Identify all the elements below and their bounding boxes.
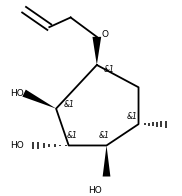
Text: HO: HO xyxy=(88,186,102,195)
Text: &1: &1 xyxy=(99,131,110,140)
Text: &1: &1 xyxy=(104,65,115,74)
Text: HO: HO xyxy=(11,89,24,98)
Polygon shape xyxy=(92,37,101,65)
Polygon shape xyxy=(22,90,56,109)
Text: O: O xyxy=(102,30,109,39)
Text: HO: HO xyxy=(11,141,24,150)
Text: &1: &1 xyxy=(63,100,74,109)
Polygon shape xyxy=(103,145,110,177)
Text: &1: &1 xyxy=(126,112,137,121)
Text: &1: &1 xyxy=(67,131,78,140)
